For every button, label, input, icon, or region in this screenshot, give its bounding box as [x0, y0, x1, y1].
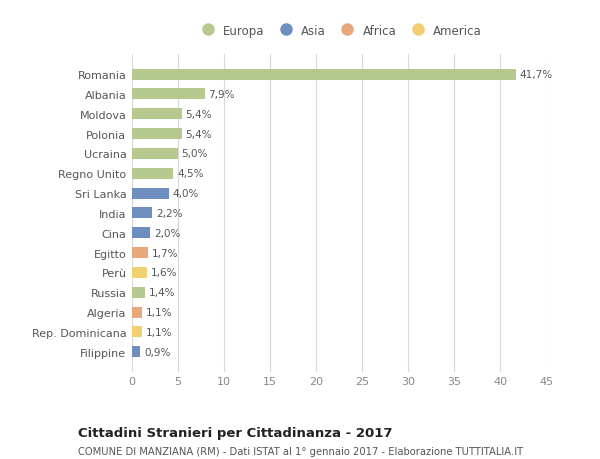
Bar — [132, 149, 178, 160]
Bar — [132, 287, 145, 298]
Legend: Europa, Asia, Africa, America: Europa, Asia, Africa, America — [196, 24, 482, 38]
Text: 1,1%: 1,1% — [146, 327, 172, 337]
Text: 1,4%: 1,4% — [149, 288, 175, 297]
Text: Cittadini Stranieri per Cittadinanza - 2017: Cittadini Stranieri per Cittadinanza - 2… — [78, 426, 392, 439]
Bar — [132, 307, 142, 318]
Text: 0,9%: 0,9% — [144, 347, 170, 357]
Bar — [132, 228, 151, 239]
Text: 5,0%: 5,0% — [182, 149, 208, 159]
Text: 4,5%: 4,5% — [177, 169, 203, 179]
Text: 1,6%: 1,6% — [151, 268, 177, 278]
Bar — [132, 267, 147, 278]
Text: 5,4%: 5,4% — [185, 110, 212, 119]
Text: 2,0%: 2,0% — [154, 228, 181, 238]
Text: 1,7%: 1,7% — [151, 248, 178, 258]
Bar — [132, 327, 142, 338]
Text: 2,2%: 2,2% — [156, 208, 182, 218]
Bar — [132, 188, 169, 199]
Bar — [132, 247, 148, 258]
Bar — [132, 168, 173, 179]
Text: 7,9%: 7,9% — [208, 90, 235, 100]
Text: COMUNE DI MANZIANA (RM) - Dati ISTAT al 1° gennaio 2017 - Elaborazione TUTTITALI: COMUNE DI MANZIANA (RM) - Dati ISTAT al … — [78, 446, 523, 456]
Bar — [132, 129, 182, 140]
Bar — [132, 109, 182, 120]
Text: 41,7%: 41,7% — [520, 70, 553, 80]
Bar — [132, 69, 515, 80]
Text: 5,4%: 5,4% — [185, 129, 212, 139]
Text: 1,1%: 1,1% — [146, 308, 172, 317]
Text: 4,0%: 4,0% — [172, 189, 199, 199]
Bar — [132, 89, 205, 100]
Bar — [132, 347, 140, 358]
Bar — [132, 208, 152, 219]
